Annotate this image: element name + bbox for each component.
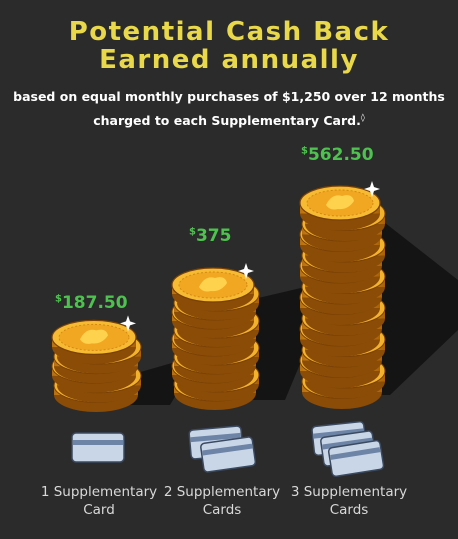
currency-symbol: $ <box>55 293 62 305</box>
subtitle-line-2-text: charged to each Supplementary Card. <box>93 113 361 129</box>
amount-1: $187.50 <box>55 293 128 313</box>
coin-stack-icon <box>51 315 142 412</box>
coin-top-face <box>51 315 137 355</box>
coin-top-face <box>299 181 381 221</box>
coin-top-face <box>171 263 255 303</box>
subtitle-line-1: based on equal monthly purchases of $1,2… <box>13 89 445 104</box>
label-line-1: 2 Supplementary <box>163 484 281 500</box>
title-line-1: Potential Cash Back <box>68 17 390 47</box>
amount-value: 375 <box>195 226 232 246</box>
card-group <box>71 432 125 463</box>
subtitle-line-2: charged to each Supplementary Card.◊ <box>0 107 458 131</box>
credit-card-icon <box>71 432 125 463</box>
label-2: 2 Supplementary Cards <box>152 483 292 519</box>
page-title: Potential Cash Back Earned annually <box>0 18 458 74</box>
label-line-2: Cards <box>329 502 369 518</box>
footnote-mark: ◊ <box>360 113 365 122</box>
card-group <box>188 425 257 473</box>
credit-card-icon <box>327 439 385 478</box>
title-line-2: Earned annually <box>99 45 359 75</box>
amount-3: $562.50 <box>301 145 374 165</box>
currency-symbol: $ <box>189 226 196 238</box>
label-line-2: Cards <box>202 502 242 518</box>
amount-2: $375 <box>189 226 231 246</box>
label-line-2: Card <box>83 502 115 518</box>
coin-stack-icon <box>171 263 260 410</box>
currency-symbol: $ <box>301 145 308 157</box>
amount-value: 562.50 <box>307 145 374 165</box>
coin-stack-icon <box>299 181 386 409</box>
label-line-1: 1 Supplementary <box>40 484 158 500</box>
credit-card-icon <box>200 436 257 473</box>
label-line-1: 3 Supplementary <box>290 484 408 500</box>
shadow-stack-3 <box>375 215 458 395</box>
label-1: 1 Supplementary Card <box>29 483 169 519</box>
amount-value: 187.50 <box>61 293 128 313</box>
card-group <box>311 421 385 478</box>
label-3: 3 Supplementary Cards <box>279 483 419 519</box>
subtitle: based on equal monthly purchases of $1,2… <box>0 86 458 131</box>
